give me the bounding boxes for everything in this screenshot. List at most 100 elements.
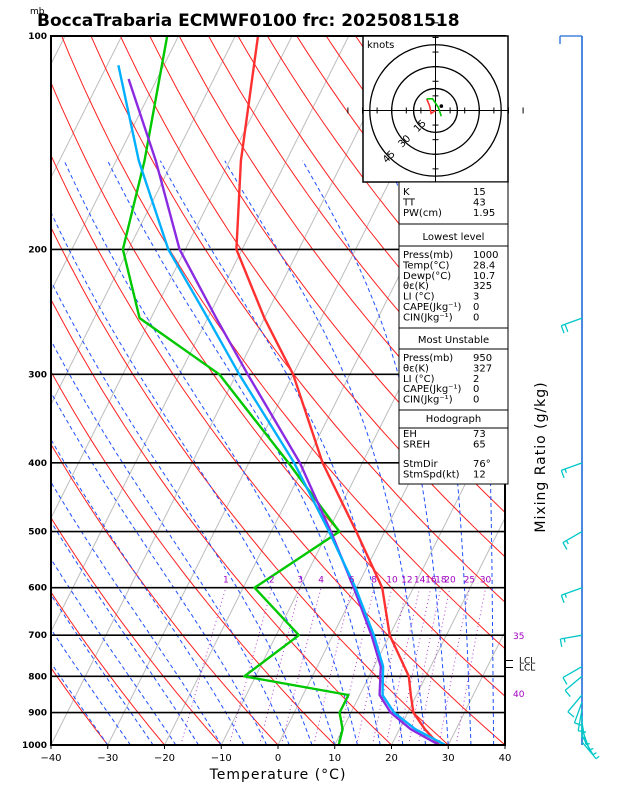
wind-barb-staff [561, 587, 583, 596]
index-value: 325 [473, 281, 492, 292]
wind-barb-half-flag [592, 752, 597, 756]
mixing-ratio-label: 4 [318, 576, 324, 586]
wind-barb-staff [561, 317, 583, 327]
wind-barb [562, 665, 583, 685]
index-label: SREH [403, 439, 430, 450]
moist-adiabat [159, 160, 404, 745]
index-label: CAPE(Jkg⁻¹) [403, 302, 461, 313]
wind-barb-half-flag [563, 638, 566, 643]
mixing-ratio-label: 30 [480, 576, 492, 586]
index-value: 12 [473, 469, 486, 480]
moist-adiabat [51, 391, 268, 745]
wind-barb [581, 735, 597, 756]
pressure-unit-label: mb [30, 7, 45, 17]
wind-barb-staff [564, 675, 583, 691]
dry-adiabat [119, 36, 505, 558]
index-value: 43 [473, 197, 486, 208]
wind-barb-staff [561, 462, 583, 471]
index-value: 76° [473, 459, 491, 470]
index-label: PW(cm) [403, 208, 442, 219]
lcl-label: LCL [519, 663, 535, 673]
hodograph-ring [412, 87, 459, 134]
profile-lines [117, 36, 446, 745]
wind-barb-flag [562, 542, 568, 550]
wind-barb-staff [562, 665, 583, 679]
mixing-ratio-line [337, 587, 375, 745]
mixing-ratio-line [180, 587, 227, 745]
index-label: K [403, 187, 410, 198]
mixing-ratio-label: 18 [435, 576, 447, 586]
mixing-ratio-label: 40 [513, 690, 525, 700]
temperature-tick-label: 0 [275, 753, 281, 764]
index-value: 0 [473, 384, 479, 395]
mixing-ratio-line [371, 587, 408, 745]
temperature-tick-label: −40 [40, 753, 61, 764]
wind-barb-half-flag [565, 540, 569, 545]
hodograph-header: Hodograph [426, 414, 481, 425]
lcl-label: LCL [519, 656, 535, 666]
mixing-ratio-line [385, 587, 421, 745]
dewpoint-line [121, 36, 350, 745]
wind-barb [559, 35, 582, 44]
isotherm [0, 36, 8, 745]
wind-barb-staff [567, 694, 583, 713]
wind-barb [560, 587, 583, 603]
moist-adiabat [51, 593, 154, 745]
mixing-ratio-label: 14 [414, 576, 426, 586]
index-value: 1.95 [473, 208, 495, 219]
index-label: LI (°C) [403, 292, 435, 303]
most-unstable-box [398, 327, 509, 411]
dry-adiabat [149, 36, 505, 514]
moist-adiabat [302, 160, 449, 745]
pressure-tick-label: 600 [28, 584, 47, 594]
hodograph-trace-low [425, 98, 436, 115]
wind-barb-staff [560, 634, 583, 640]
index-value: 15 [473, 187, 486, 198]
wind-barb-staff [577, 709, 583, 731]
index-value: 0 [473, 302, 479, 313]
index-label: Dewp(°C) [403, 271, 451, 282]
wind-barb-flag [560, 595, 565, 603]
moist-adiabat [224, 160, 427, 745]
mixing-ratio-label: 25 [464, 576, 475, 586]
most-unstable-header: Most Unstable [418, 335, 489, 346]
pressure-tick-label: 200 [28, 245, 47, 255]
index-label: Temp(°C) [402, 260, 450, 271]
mixing-ratio-line [417, 587, 451, 745]
wind-barb [559, 634, 583, 647]
dry-adiabat [51, 443, 279, 745]
mixing-ratio-line [313, 587, 353, 745]
pressure-tick-label: 300 [28, 370, 47, 380]
wind-barb [560, 462, 583, 479]
mixing-ratio-label: 8 [371, 576, 377, 586]
moist-adiabat [51, 628, 131, 745]
index-value: 10.7 [473, 271, 495, 282]
hodograph-unit-label: knots [367, 40, 394, 51]
pressure-tick-label: 700 [28, 631, 47, 641]
mixing-ratio-axis-label: Mixing Ratio (g/kg) [533, 381, 549, 532]
isotherm [562, 36, 618, 745]
wind-barb-flag [564, 324, 569, 333]
mixing-ratio-line [438, 587, 470, 745]
wind-barb-flag [574, 722, 583, 727]
mixing-ratio-line [281, 587, 322, 745]
moist-adiabat [51, 520, 199, 745]
hodograph-ring [369, 44, 502, 177]
dry-adiabat [90, 36, 505, 603]
pressure-tick-label: 900 [28, 709, 47, 719]
isotherm [51, 36, 350, 633]
mixing-ratio-line [408, 587, 442, 745]
temperature-tick-label: −30 [97, 753, 118, 764]
dry-adiabat [51, 298, 392, 745]
isotherm [51, 36, 179, 293]
index-label: θε(K) [403, 363, 429, 374]
wind-barb-staff [581, 741, 597, 760]
indices-panel: K 15 TT 43 PW(cm) 1.95 Lowest level Press(mb) 10… [398, 181, 509, 485]
wind-barb-flag [560, 470, 565, 479]
wind-barb-staff [581, 735, 594, 755]
moist-adiabat [51, 558, 177, 745]
mixing-ratio-label: 3 [297, 576, 303, 586]
